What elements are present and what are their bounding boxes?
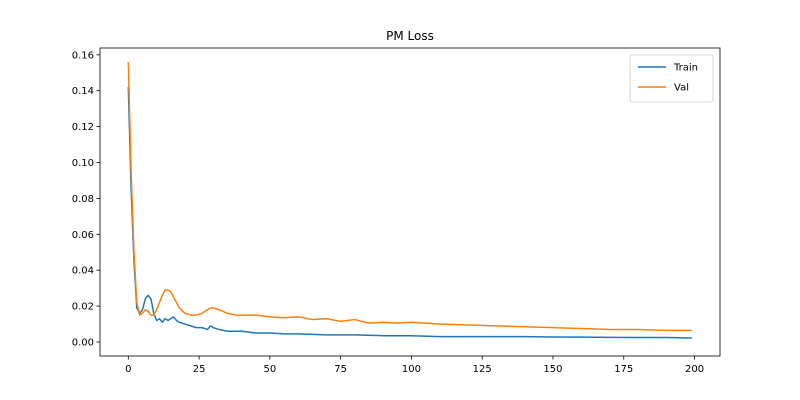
y-tick-label: 0.14: [72, 86, 94, 97]
y-tick-label: 0.02: [72, 302, 94, 313]
series-line-val: [127, 61, 692, 332]
x-tick-label: 50: [263, 364, 276, 375]
y-tick-label: 0.06: [72, 230, 94, 241]
axes-frame: [99, 47, 721, 357]
x-tick-label: 175: [614, 364, 633, 375]
x-tick-label: 125: [473, 364, 492, 375]
series-line-train: [127, 87, 692, 339]
x-axis: 0 25 50 75 100 125 150 175 200: [125, 356, 704, 375]
y-tick-label: 0.04: [72, 266, 94, 277]
x-tick-label: 75: [334, 364, 347, 375]
legend-box: [629, 54, 714, 103]
y-tick-label: 0.16: [72, 50, 94, 61]
legend: Train Val: [629, 54, 714, 103]
y-tick-label: 0.12: [72, 122, 94, 133]
y-tick-label: 0.00: [72, 338, 94, 349]
y-axis: 0.00 0.02 0.04 0.06 0.08 0.10 0.12 0.14 0.16: [72, 50, 100, 349]
y-tick-label: 0.10: [72, 158, 94, 169]
y-tick-label: 0.08: [72, 194, 94, 205]
x-tick-label: 200: [685, 364, 704, 375]
legend-label-train: Train: [673, 63, 698, 74]
x-tick-label: 100: [402, 364, 421, 375]
x-tick-label: 0: [125, 364, 131, 375]
plot-lines: [127, 61, 692, 339]
x-tick-label: 25: [193, 364, 206, 375]
chart-title: PM Loss: [386, 29, 434, 43]
x-tick-label: 150: [543, 364, 562, 375]
legend-label-val: Val: [674, 83, 689, 94]
